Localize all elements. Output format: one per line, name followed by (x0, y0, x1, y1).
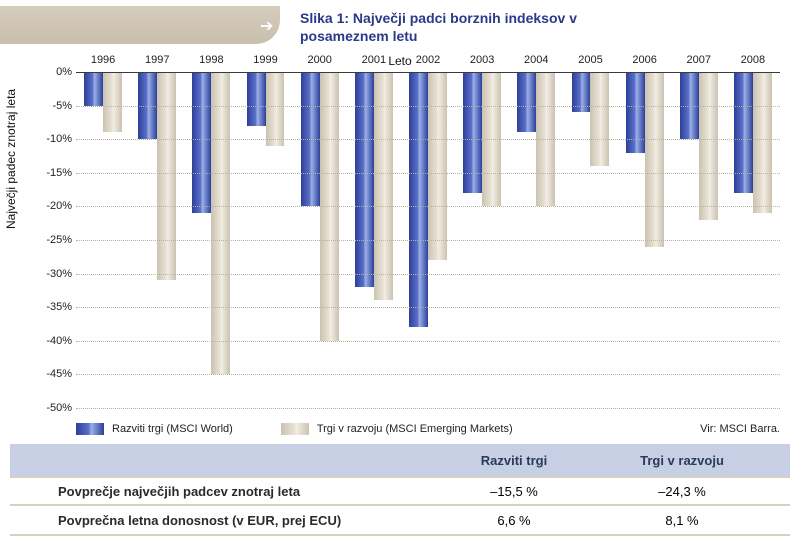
bar-series2 (211, 72, 230, 374)
x-tick-label: 2005 (578, 54, 602, 66)
gridline (76, 206, 780, 207)
legend-item-1: Razviti trgi (MSCI World) (76, 423, 233, 435)
bar-series1 (409, 72, 428, 327)
table-cell: –15,5 % (430, 484, 598, 499)
bar-series2 (103, 72, 122, 132)
bar-series1 (626, 72, 645, 153)
x-axis-title: Leto (10, 54, 790, 68)
table-row: Povprečna letna donosnost (v EUR, prej E… (10, 506, 790, 536)
table-row: Povprečje največjih padcev znotraj leta–… (10, 476, 790, 506)
table-col-2: Trgi v razvoju (598, 453, 766, 468)
table-cell: 6,6 % (430, 513, 598, 528)
figure-title: Slika 1: Največji padci borznih indeksov… (300, 10, 580, 45)
legend-label-1: Razviti trgi (MSCI World) (112, 423, 233, 435)
y-tick-label: 0% (26, 66, 72, 78)
y-tick-label: -5% (26, 100, 72, 112)
gridline (76, 307, 780, 308)
figure-header: ➔ Slika 1: Največji padci borznih indeks… (0, 6, 800, 54)
bar-series1 (192, 72, 211, 213)
legend-swatch-1 (76, 423, 104, 435)
table-cell: 8,1 % (598, 513, 766, 528)
legend-swatch-2 (281, 423, 309, 435)
table-header: Razviti trgi Trgi v razvoju (10, 444, 790, 476)
table-cell: Povprečna letna donosnost (v EUR, prej E… (10, 513, 430, 528)
gridline (76, 173, 780, 174)
y-tick-label: -25% (26, 234, 72, 246)
table-col-1: Razviti trgi (430, 453, 598, 468)
gridline (76, 106, 780, 107)
bar-series1 (247, 72, 266, 126)
y-tick-label: -50% (26, 402, 72, 414)
bar-series2 (266, 72, 285, 146)
y-tick-label: -10% (26, 133, 72, 145)
summary-table: Razviti trgi Trgi v razvoju Povprečje na… (10, 444, 790, 536)
bar-series1 (734, 72, 753, 193)
legend-label-2: Trgi v razvoju (MSCI Emerging Markets) (317, 423, 513, 435)
x-tick-label: 1998 (199, 54, 223, 66)
chart-container: Leto Največji padec znotraj leta 0%-5%-1… (10, 54, 790, 444)
bar-series1 (463, 72, 482, 193)
x-tick-label: 2000 (307, 54, 331, 66)
gridline (76, 408, 780, 409)
x-tick-label: 2007 (687, 54, 711, 66)
legend-item-2: Trgi v razvoju (MSCI Emerging Markets) (281, 423, 513, 435)
x-tick-label: 2001 (362, 54, 386, 66)
gridline (76, 72, 780, 73)
bar-series1 (84, 72, 103, 106)
bar-series2 (590, 72, 609, 166)
x-tick-label: 2008 (741, 54, 765, 66)
gridline (76, 274, 780, 275)
y-tick-label: -40% (26, 335, 72, 347)
y-tick-label: -20% (26, 200, 72, 212)
chart-source: Vir: MSCI Barra. (700, 423, 780, 435)
y-tick-label: -30% (26, 268, 72, 280)
y-tick-label: -45% (26, 368, 72, 380)
gridline (76, 341, 780, 342)
plot-area: 0%-5%-10%-15%-20%-25%-30%-35%-40%-45%-50… (76, 72, 780, 408)
table-cell: Povprečje največjih padcev znotraj leta (10, 484, 430, 499)
y-tick-label: -15% (26, 167, 72, 179)
x-tick-label: 2004 (524, 54, 548, 66)
bar-series1 (517, 72, 536, 132)
table-cell: –24,3 % (598, 484, 766, 499)
gridline (76, 139, 780, 140)
bar-series2 (753, 72, 772, 213)
header-band-bg (0, 6, 280, 44)
gridline (76, 374, 780, 375)
bar-series2 (645, 72, 664, 247)
arrow-icon: ➔ (260, 16, 273, 36)
y-axis-title: Največji padec znotraj leta (4, 89, 18, 229)
x-tick-label: 1999 (253, 54, 277, 66)
x-tick-label: 1997 (145, 54, 169, 66)
x-tick-label: 1996 (91, 54, 115, 66)
bar-series2 (699, 72, 718, 220)
x-tick-label: 2003 (470, 54, 494, 66)
chart-legend: Razviti trgi (MSCI World) Trgi v razvoju… (76, 416, 780, 442)
bar-series2 (157, 72, 176, 280)
x-tick-label: 2002 (416, 54, 440, 66)
gridline (76, 240, 780, 241)
bar-series1 (355, 72, 374, 287)
x-tick-label: 2006 (632, 54, 656, 66)
bar-series2 (428, 72, 447, 260)
y-tick-label: -35% (26, 301, 72, 313)
